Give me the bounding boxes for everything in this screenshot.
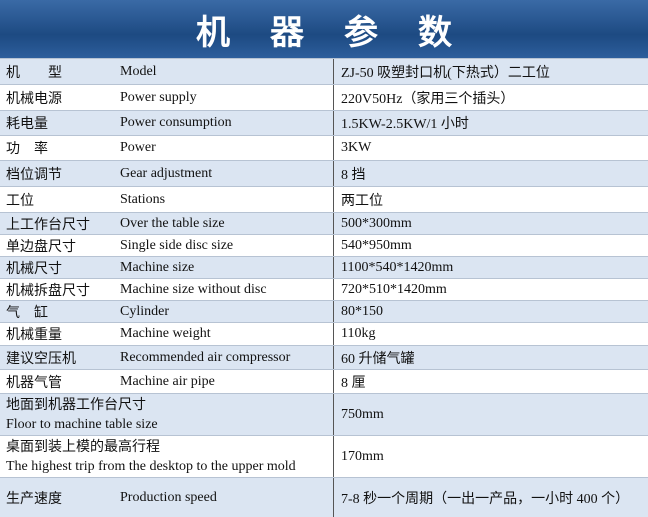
spec-value: 1.5KW-2.5KW/1 小时 (333, 111, 648, 135)
spec-row: 机械电源 Power supply 220V50Hz（家用三个插头） (0, 84, 648, 110)
label-en: Power supply (120, 89, 197, 105)
spec-row: 机械重量 Machine weight 110kg (0, 322, 648, 345)
spec-row: 功 率 Power 3KW (0, 135, 648, 160)
spec-value: 两工位 (333, 187, 648, 212)
spec-value: 7-8 秒一个周期（一出一产品，一小时 400 个） (333, 478, 648, 517)
spec-row: 耗电量 Power consumption 1.5KW-2.5KW/1 小时 (0, 110, 648, 135)
label-cn: 机械重量 (6, 328, 62, 343)
label-cn: 档位调节 (6, 167, 62, 183)
spec-value: 60 升储气罐 (333, 346, 648, 369)
label-en: Recommended air compressor (120, 349, 291, 365)
label-en: Machine size (120, 259, 195, 275)
label-en: Stations (120, 191, 166, 207)
spec-value: 750mm (333, 394, 648, 435)
label-en: The highest trip from the desktop to the… (6, 458, 296, 474)
label-cn: 机器气管 (6, 375, 62, 391)
label-cn: 机械拆盘尺寸 (6, 283, 90, 299)
label-cn: 耗电量 (6, 117, 48, 132)
label-en: Power consumption (120, 115, 232, 130)
spec-value: 8 挡 (333, 161, 648, 186)
spec-value: 8 厘 (333, 370, 648, 393)
label-en: Production speed (120, 489, 217, 505)
label-cn: 工位 (6, 193, 34, 209)
spec-row: 档位调节 Gear adjustment 8 挡 (0, 160, 648, 186)
spec-row: 单边盘尺寸 Single side disc size 540*950mm (0, 234, 648, 256)
label-cn: 桌面到装上模的最高行程 (6, 439, 160, 455)
label-en: Single side disc size (120, 237, 234, 253)
spec-value: ZJ-50 吸塑封口机(下热式）二工位 (333, 59, 648, 84)
label-en: Machine size without disc (120, 281, 267, 297)
spec-row: 机械尺寸 Machine size 1100*540*1420mm (0, 256, 648, 278)
spec-row: 机械拆盘尺寸 Machine size without disc 720*510*1… (0, 278, 648, 300)
spec-label: 地面到机器工作台尺寸 Floor to machine table size (0, 394, 333, 435)
spec-value: 220V50Hz（家用三个插头） (333, 85, 648, 110)
label-cn: 机械尺寸 (6, 261, 62, 277)
label-cn: 机 型 (6, 65, 62, 81)
spec-value: 540*950mm (333, 235, 648, 256)
spec-value: 1100*540*1420mm (333, 257, 648, 278)
label-en: Machine weight (120, 326, 211, 341)
label-cn: 生产速度 (6, 491, 62, 507)
spec-row: 机器气管 Machine air pipe 8 厘 (0, 369, 648, 393)
label-cn: 单边盘尺寸 (6, 239, 76, 255)
label-en: Cylinder (120, 303, 169, 319)
label-en: Gear adjustment (120, 165, 213, 181)
spec-row: 气 缸 Cylinder 80*150 (0, 300, 648, 322)
spec-value: 3KW (333, 136, 648, 160)
spec-value: 500*300mm (333, 213, 648, 234)
spec-row: 建议空压机 Recommended air compressor 60 升储气罐 (0, 345, 648, 369)
spec-table: 机 型 Model ZJ-50 吸塑封口机(下热式）二工位机械电源 Power sup… (0, 58, 648, 517)
spec-label: 桌面到装上模的最高行程 The highest trip from the des… (0, 436, 333, 477)
spec-row: 生产速度 Production speed 7-8 秒一个周期（一出一产品，一小时 … (0, 477, 648, 517)
label-cn: 建议空压机 (6, 351, 76, 367)
label-cn: 上工作台尺寸 (6, 217, 90, 233)
spec-value: 110kg (333, 323, 648, 345)
label-cn: 气 缸 (6, 305, 48, 321)
spec-row: 桌面到装上模的最高行程 The highest trip from the des… (0, 435, 648, 477)
label-cn: 机械电源 (6, 91, 62, 107)
spec-row: 地面到机器工作台尺寸 Floor to machine table size 750… (0, 393, 648, 435)
label-en: Power (120, 140, 156, 155)
spec-row: 工位 Stations 两工位 (0, 186, 648, 212)
spec-value: 80*150 (333, 301, 648, 322)
label-cn: 地面到机器工作台尺寸 (6, 397, 146, 413)
spec-row: 机 型 Model ZJ-50 吸塑封口机(下热式）二工位 (0, 58, 648, 84)
label-en: Machine air pipe (120, 373, 215, 389)
label-cn: 功 率 (6, 142, 48, 157)
title: 机器参数 (196, 14, 492, 52)
spec-value: 720*510*1420mm (333, 279, 648, 300)
spec-value: 170mm (333, 436, 648, 477)
label-en: Over the table size (120, 215, 225, 231)
label-en: Floor to machine table size (6, 416, 158, 432)
spec-row: 上工作台尺寸 Over the table size 500*300mm (0, 212, 648, 234)
label-en: Model (120, 63, 157, 79)
header: 机器参数 (0, 0, 648, 58)
